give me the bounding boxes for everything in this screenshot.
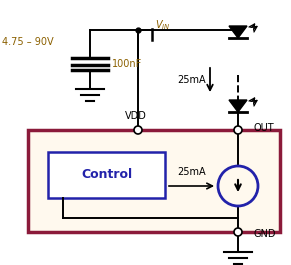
- Circle shape: [234, 126, 242, 134]
- Text: Control: Control: [81, 169, 132, 182]
- Text: GND: GND: [254, 229, 276, 239]
- Text: VDD: VDD: [125, 111, 147, 121]
- Text: 25mA: 25mA: [178, 75, 206, 85]
- Text: OUT: OUT: [254, 123, 275, 133]
- Text: 100nF: 100nF: [112, 59, 142, 69]
- Bar: [48, 152, 165, 198]
- Text: $V_{IN}$: $V_{IN}$: [155, 18, 171, 32]
- Circle shape: [234, 228, 242, 236]
- Polygon shape: [229, 26, 247, 38]
- Text: 25mA: 25mA: [177, 167, 206, 177]
- Bar: [28, 130, 280, 232]
- Polygon shape: [229, 100, 247, 112]
- Text: 4.75 – 90V: 4.75 – 90V: [2, 37, 54, 47]
- Circle shape: [134, 126, 142, 134]
- Circle shape: [218, 166, 258, 206]
